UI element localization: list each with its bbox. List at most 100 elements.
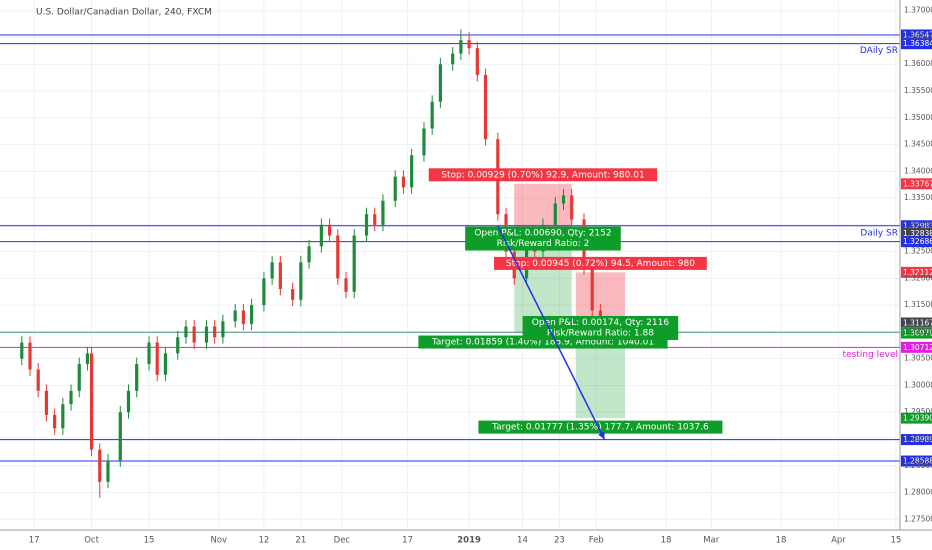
price-tag-label: 1.28588 — [903, 457, 932, 466]
price-tag-label: 1.30712 — [903, 343, 932, 352]
candle-body — [319, 224, 323, 247]
ratio-label: Risk/Reward Ratio: 2 — [497, 239, 590, 249]
candle-body — [163, 353, 168, 375]
candle-body — [106, 460, 110, 482]
candle-body — [192, 326, 196, 343]
candle-body — [430, 101, 434, 129]
candle-body — [184, 326, 188, 338]
candle-body — [262, 278, 266, 306]
candle-body — [126, 390, 131, 413]
price-tag — [901, 266, 932, 278]
x-tick-label: Mar — [703, 536, 720, 546]
x-tick-label: 21 — [295, 536, 306, 546]
price-tag — [901, 412, 932, 424]
candle-body — [204, 326, 209, 343]
price-tag — [901, 327, 932, 339]
price-tag-label: 1.33767 — [903, 179, 932, 188]
y-tick-label: 1.35500 — [904, 86, 932, 95]
candle-body — [336, 235, 340, 279]
target-label-box — [478, 420, 723, 434]
candle-body — [561, 195, 566, 204]
candle-body — [270, 262, 274, 279]
price-tag — [901, 341, 932, 353]
x-tick-label: Dec — [334, 536, 351, 546]
candle-body — [135, 364, 139, 391]
x-tick-label: 15 — [890, 536, 901, 546]
candle-body — [483, 74, 488, 140]
candle-body — [327, 224, 332, 236]
stop-label-box — [494, 256, 707, 270]
price-tag-label: 1.36547 — [903, 30, 932, 39]
chart-title: U.S. Dollar/Canadian Dollar, 240, FXCM — [36, 8, 212, 18]
candle-body — [451, 53, 455, 65]
candle-body — [598, 310, 603, 322]
level-note: testing level — [843, 350, 898, 360]
y-tick-label: 1.32500 — [904, 247, 932, 256]
candle-body — [475, 48, 479, 75]
level-note: Daily SR — [860, 228, 898, 238]
candle-body — [410, 155, 414, 188]
y-tick-label: 1.33000 — [904, 220, 932, 229]
candle-body — [28, 342, 32, 370]
price-tag — [901, 228, 932, 240]
candle-body — [467, 40, 471, 49]
candle-body — [213, 326, 217, 338]
candle-body — [20, 342, 24, 359]
y-tick-label: 1.31000 — [904, 327, 932, 336]
candle-body — [61, 404, 65, 429]
candle-body — [250, 305, 254, 324]
price-tag-label: 1.32686 — [903, 237, 932, 246]
y-tick-label: 1.35000 — [904, 113, 932, 122]
candle-body — [176, 337, 180, 354]
ratio-label: Risk/Reward Ratio: 1.88 — [547, 328, 654, 338]
x-tick-label: 17 — [402, 536, 413, 546]
candle-body — [77, 364, 81, 391]
candle-body — [373, 214, 377, 225]
y-tick-label: 1.33500 — [904, 193, 932, 202]
arrow-head — [598, 431, 605, 440]
pnl-label-box — [465, 226, 621, 251]
candle-body — [278, 262, 282, 290]
price-tag-label: 1.32838 — [903, 229, 932, 238]
target-label: Target: 0.01859 (1.40%) 185.9, Amount: 1… — [431, 338, 654, 348]
candle-body — [352, 235, 356, 292]
candle-body — [98, 449, 102, 482]
y-tick-label: 1.29500 — [904, 407, 932, 416]
y-tick-label: 1.34500 — [904, 140, 932, 149]
arrow-line — [497, 225, 606, 440]
candle-body — [590, 267, 594, 311]
price-tag — [901, 455, 932, 467]
candle-body — [459, 40, 463, 54]
y-tick-label: 1.34000 — [904, 166, 932, 175]
candle-body — [147, 342, 151, 365]
candle-body — [89, 353, 94, 450]
candle-body — [570, 195, 574, 220]
candle-body — [344, 278, 348, 292]
price-tag-label: 1.32112 — [903, 268, 932, 277]
candle-body — [307, 246, 311, 263]
stop-label-box — [428, 168, 658, 182]
candle-body — [553, 203, 557, 225]
x-tick-label: 14 — [517, 536, 528, 546]
x-tick-label: Feb — [589, 536, 604, 546]
price-tag — [901, 220, 932, 232]
price-tag-label: 1.29390 — [903, 414, 932, 423]
x-tick-label: 18 — [776, 536, 787, 546]
candle-body — [438, 64, 442, 102]
stop-label: Stop: 0.00929 (0.70%) 92.9, Amount: 980.… — [441, 170, 644, 180]
price-tag — [901, 434, 932, 446]
x-tick-label: Oct — [84, 536, 99, 546]
candle-body — [233, 310, 237, 322]
candle-body — [241, 310, 245, 324]
candle-body — [381, 200, 385, 225]
level-note: DAily SR — [860, 46, 898, 56]
price-tag-label: 1.30979 — [903, 329, 932, 338]
candle-body — [155, 342, 159, 375]
y-tick-label: 1.36000 — [904, 59, 932, 68]
y-tick-label: 1.28500 — [904, 461, 932, 470]
candle-body — [118, 412, 122, 461]
candle-body — [44, 390, 49, 415]
candle-body — [364, 214, 369, 236]
